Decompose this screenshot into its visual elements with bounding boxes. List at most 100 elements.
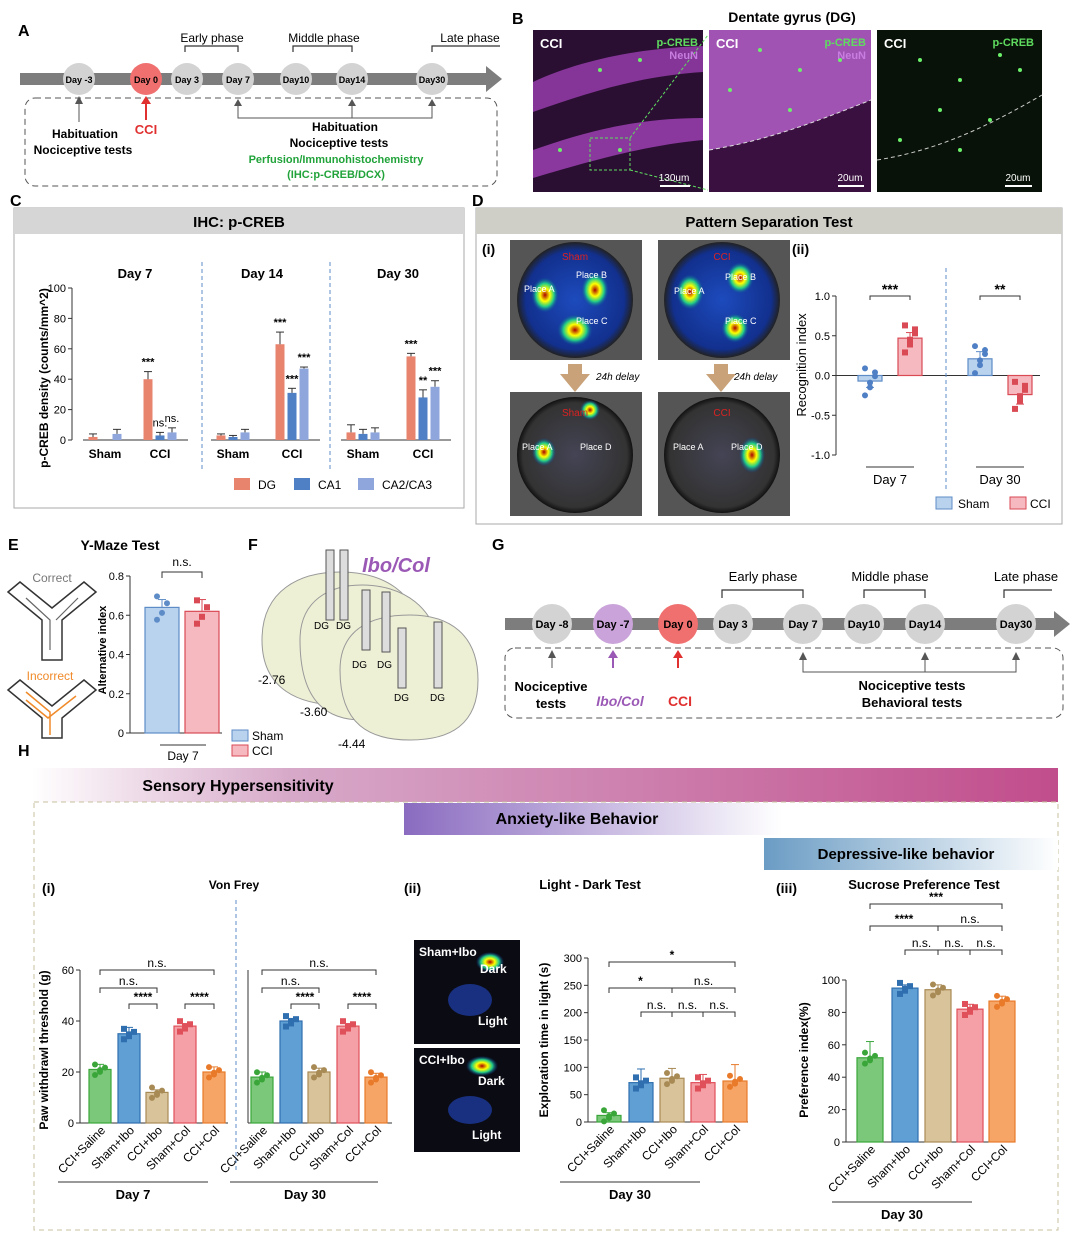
d-sub-ii: (ii) [792, 241, 809, 257]
hiii-point [935, 987, 941, 994]
a-day-label-0: Day -3 [65, 75, 92, 85]
d-sig-label: ** [995, 281, 1006, 297]
hi-sig-bracket [128, 1003, 158, 1009]
c-sig-label: *** [142, 357, 156, 369]
hi-bar [88, 1068, 112, 1124]
c-bar [370, 432, 380, 440]
d-point [982, 347, 988, 354]
d-sig-bracket [869, 295, 911, 300]
hi-sig-label: n.s. [309, 956, 328, 970]
g-day-circle-7 [996, 604, 1036, 644]
panel-label-e: E [8, 537, 19, 554]
c-legend-dg: DG [258, 478, 276, 492]
e-legend-cci: CCI [252, 744, 273, 758]
b2-stain1: p-CREB [824, 37, 866, 49]
hii-point [664, 1070, 670, 1077]
b-pcreb-cell [598, 68, 602, 72]
chart-c: 0 20 40 60 80 100 Day 7 Sham CCI *** ns.ns. Day 14 S… [48, 262, 451, 470]
hiii-point [962, 1000, 968, 1007]
hii-point [732, 1078, 738, 1085]
e-sig-label: n.s. [172, 555, 191, 569]
hi-y-tick-label: 20 [62, 1067, 74, 1079]
hi-sig-bracket [184, 1003, 215, 1009]
d-legend-swatch-sham [935, 496, 953, 510]
hiii-point [994, 1003, 1000, 1010]
d-sig-label: *** [882, 281, 899, 297]
hiii-y-tick-label: 60 [828, 1040, 840, 1052]
hiii-y-tick-label: 20 [828, 1105, 840, 1117]
hii-sig-bracket [671, 987, 736, 993]
d-y-tick-label: 1.0 [815, 291, 830, 303]
d-point [867, 379, 873, 386]
hii-point [664, 1081, 670, 1088]
hii-point [643, 1077, 649, 1084]
d-point [1012, 405, 1018, 412]
panel-label-b: B [512, 11, 524, 28]
c-y-tick-label: 60 [54, 344, 66, 356]
d-bar [1007, 374, 1033, 396]
hiii-y-tick-label: 100 [822, 975, 840, 987]
h-sub-iii: (iii) [776, 880, 797, 896]
hiii-sig-label: **** [895, 912, 914, 926]
hi-bar [117, 1033, 141, 1124]
d-point [972, 343, 978, 350]
d-place-d-4: Place D [731, 442, 763, 452]
a-day-circle-6 [416, 63, 448, 95]
hii-bar [690, 1082, 716, 1123]
e-point [194, 597, 200, 604]
c-legend-swatch-ca23 [358, 478, 374, 490]
hi-bar [173, 1025, 197, 1124]
hiii-y-tick-label: 80 [828, 1007, 840, 1019]
c-sig-label: *** [298, 352, 312, 364]
hi-day-label: Day 7 [116, 1187, 151, 1202]
a-day-label-1: Day 0 [134, 75, 158, 85]
hiii-point [940, 984, 946, 991]
hiii-point [972, 1004, 978, 1011]
f-coord-1: -2.76 [258, 673, 286, 687]
a-perfusion: Perfusion/Immunohistochemistry [249, 154, 425, 166]
b-image-3 [877, 30, 1042, 192]
b-pcreb-cell [638, 58, 642, 62]
hi-point [340, 1028, 346, 1035]
g-day-circle-2 [658, 604, 698, 644]
hi-point [126, 1031, 132, 1038]
hii-point [633, 1074, 639, 1081]
h-frame [33, 801, 1059, 1231]
panel-label-a: A [18, 23, 30, 40]
h-ld-map-2-dark: Dark [478, 1074, 505, 1088]
e-title: Y-Maze Test [80, 537, 159, 553]
h-ld-map-1-light: Light [478, 1014, 507, 1028]
b-pcreb-cell [938, 108, 942, 112]
hii-sig-bracket [702, 1011, 736, 1017]
hiii-point [962, 1011, 968, 1018]
a-day-circle-0 [63, 63, 95, 95]
hi-point [102, 1064, 108, 1071]
d-point [1022, 386, 1028, 393]
c-bar [346, 432, 356, 440]
chart-h-iii: 020406080100CCI+SalineSham+IboCCI+IboSha… [822, 890, 1016, 1222]
d-point [902, 349, 908, 356]
hi-point [350, 1021, 356, 1028]
g-day-label-4: Day 7 [788, 619, 817, 631]
hii-point [669, 1075, 675, 1082]
g-day-circle-6 [905, 604, 945, 644]
hi-point [92, 1071, 98, 1078]
e-point [194, 620, 200, 627]
hi-point [182, 1023, 188, 1030]
a-day-circle-2 [171, 63, 203, 95]
hiii-sig-label: n.s. [912, 936, 931, 950]
d-delay-2: 24h delay [733, 372, 778, 383]
chart-e: 0 0.2 0.4 0.6 0.8 n.s. Day 7 [109, 555, 222, 763]
e-y-tick-label: 0.6 [109, 610, 124, 622]
g-ibo: Ibo/Col [596, 693, 645, 709]
b3-stain1: p-CREB [992, 37, 1034, 49]
hi-point [259, 1074, 265, 1081]
d-legend-cci: CCI [1030, 497, 1051, 511]
hi-point [373, 1074, 379, 1081]
d-point [862, 392, 868, 399]
h-sub-i: (i) [42, 880, 55, 896]
hiii-y-tick-label: 40 [828, 1072, 840, 1084]
a-early-phase: Early phase [180, 31, 244, 45]
g-day-label-3: Day 3 [718, 619, 747, 631]
hiii-point [994, 992, 1000, 999]
